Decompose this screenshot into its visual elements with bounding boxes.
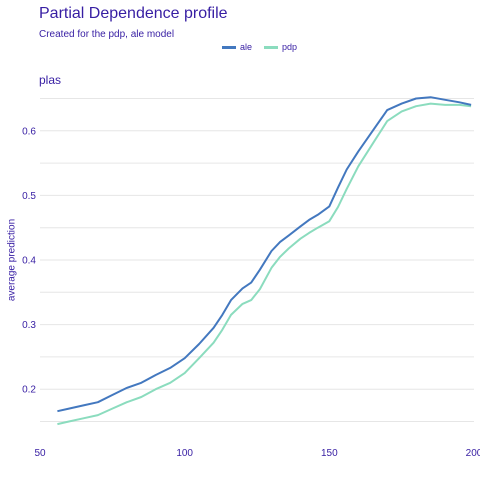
chart-title: Partial Dependence profile xyxy=(39,5,228,22)
y-tick-label: 0.3 xyxy=(22,320,36,331)
y-tick-label: 0.6 xyxy=(22,126,36,137)
x-tick-label: 200 xyxy=(466,448,480,459)
grid-lines xyxy=(40,97,474,423)
series-line-pdp xyxy=(57,102,472,426)
legend-item-pdp: pdp xyxy=(264,42,297,52)
y-tick-label: 0.4 xyxy=(22,256,36,267)
series-lines xyxy=(57,96,472,426)
legend-label-pdp: pdp xyxy=(282,42,298,52)
chart-subtitle: Created for the pdp, ale model xyxy=(39,29,175,40)
legend-item-ale: ale xyxy=(222,42,252,52)
legend: ale pdp xyxy=(222,42,309,52)
y-tick-label: 0.5 xyxy=(22,191,36,202)
legend-swatch-pdp xyxy=(264,45,279,49)
legend-label-ale: ale xyxy=(240,42,253,52)
x-axis-ticks: 50 100 150 200 xyxy=(34,448,480,459)
x-tick-label: 50 xyxy=(34,448,46,459)
series-line-ale xyxy=(57,96,472,413)
facet-label: plas xyxy=(39,73,62,87)
legend-swatch-ale xyxy=(222,45,236,49)
y-tick-label: 0.2 xyxy=(22,385,36,396)
x-tick-label: 100 xyxy=(176,448,193,459)
x-tick-label: 150 xyxy=(321,448,338,459)
y-axis-ticks: 0.2 0.3 0.4 0.5 0.6 xyxy=(22,126,36,395)
